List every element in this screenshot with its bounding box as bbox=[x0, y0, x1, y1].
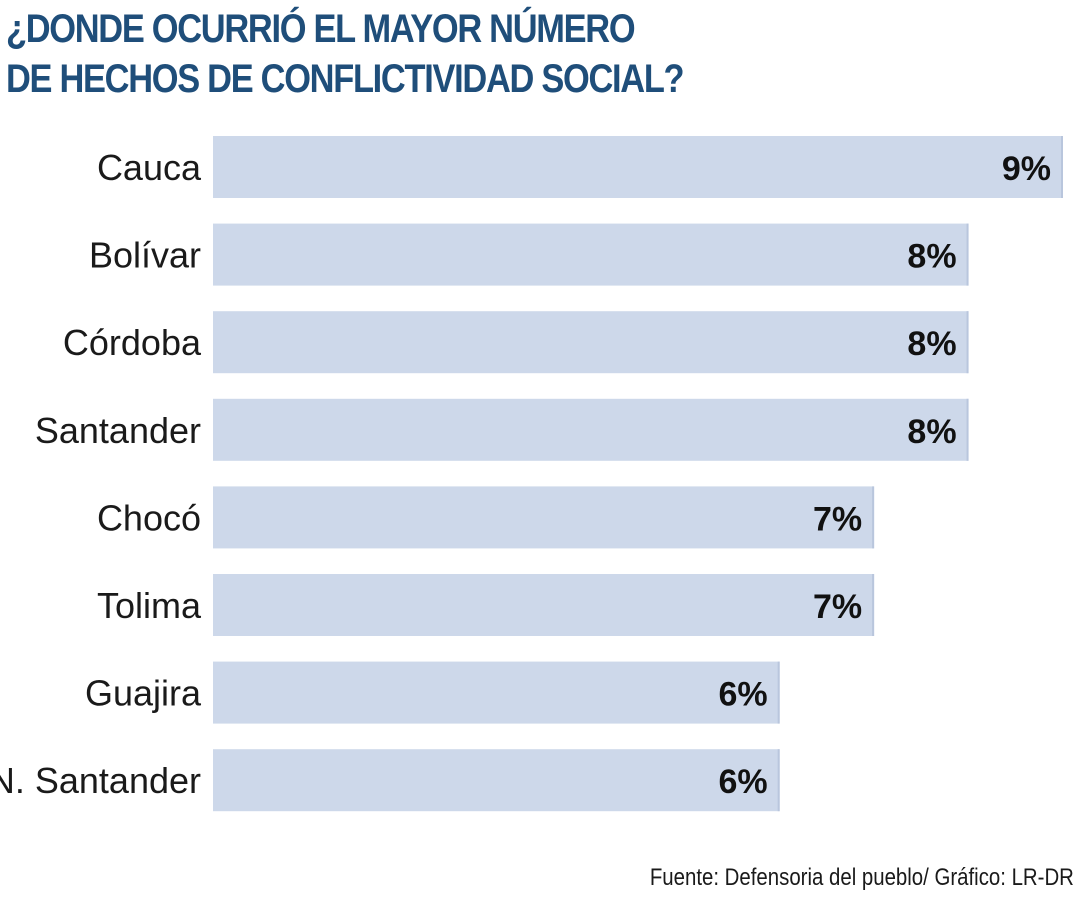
bar-edge bbox=[872, 574, 875, 636]
category-label: Cauca bbox=[97, 147, 202, 188]
bar-edge bbox=[966, 398, 969, 461]
category-label: Bolívar bbox=[89, 235, 201, 276]
value-label: 9% bbox=[1002, 150, 1051, 188]
value-label: 7% bbox=[813, 500, 862, 538]
source-credit: Fuente: Defensoria del pueblo/ Gráfico: … bbox=[649, 864, 1074, 891]
value-label: 8% bbox=[907, 413, 956, 451]
category-label: Guajira bbox=[85, 673, 202, 714]
value-label: 6% bbox=[719, 763, 768, 801]
bar-santander bbox=[213, 398, 969, 461]
category-label: Santander bbox=[35, 410, 201, 451]
bar-edge bbox=[1061, 136, 1063, 198]
bar-choc- bbox=[213, 486, 875, 549]
bar-bol-var bbox=[213, 223, 969, 286]
value-label: 6% bbox=[719, 676, 768, 714]
bar-edge bbox=[966, 223, 969, 286]
category-label: Chocó bbox=[97, 497, 201, 538]
value-label: 8% bbox=[907, 238, 956, 276]
bar-n-santander bbox=[213, 749, 780, 812]
bar-guajira bbox=[213, 661, 780, 724]
category-label: N. Santander bbox=[0, 760, 201, 801]
bar-edge bbox=[777, 661, 780, 724]
chart-title: ¿DONDE OCURRIÓ EL MAYOR NÚMERO DE HECHOS… bbox=[6, 4, 685, 104]
bar-c-rdoba bbox=[213, 311, 969, 374]
value-label: 8% bbox=[907, 325, 956, 363]
bar-edge bbox=[872, 486, 875, 549]
bar-cauca bbox=[213, 136, 1063, 198]
chart-title-line-2: DE HECHOS DE CONFLICTIVIDAD SOCIAL? bbox=[6, 57, 685, 101]
bar-edge bbox=[777, 749, 780, 812]
chart-title-line-1: ¿DONDE OCURRIÓ EL MAYOR NÚMERO bbox=[6, 7, 636, 51]
category-label: Córdoba bbox=[63, 322, 202, 363]
value-label: 7% bbox=[813, 588, 862, 626]
category-label: Tolima bbox=[97, 585, 202, 626]
bar-edge bbox=[966, 311, 969, 374]
bar-tolima bbox=[213, 574, 875, 636]
